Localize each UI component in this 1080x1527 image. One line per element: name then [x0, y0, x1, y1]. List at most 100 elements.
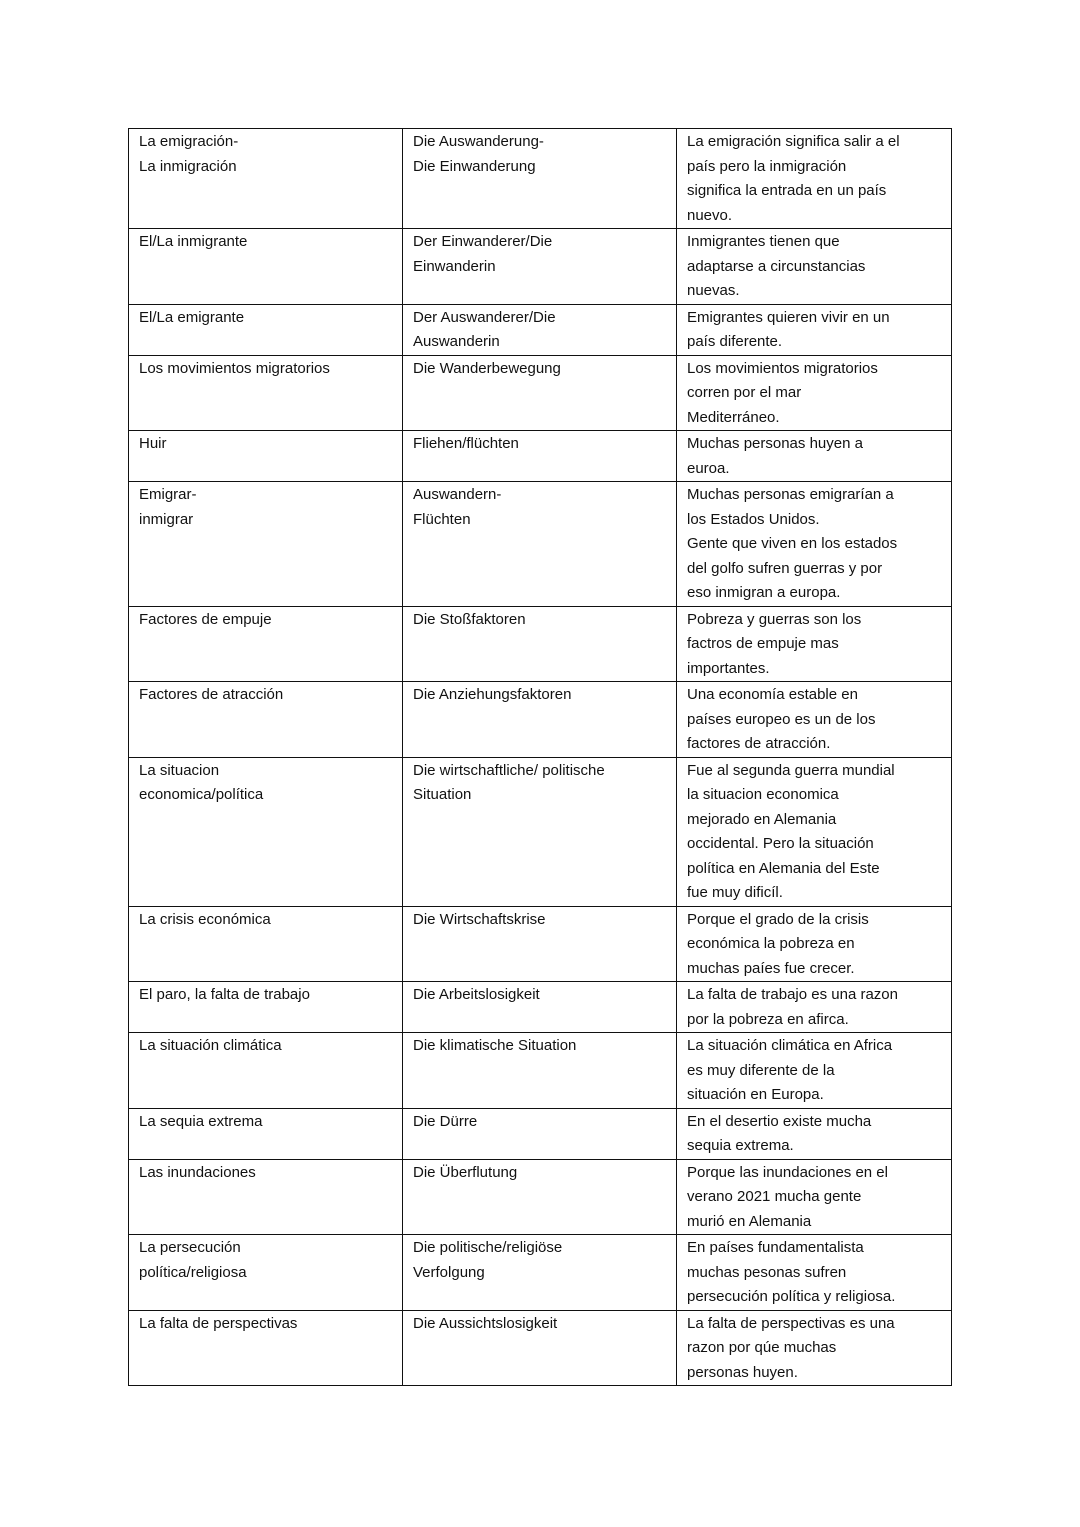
table-row: Factores de empuje Die Stoßfaktoren Pobrez… — [128, 605, 952, 682]
cell-text-line: La emigración- — [139, 133, 239, 150]
cell-text-line: Die klimatische Situation — [413, 1037, 577, 1054]
cell-text-line: sequia extrema. — [687, 1137, 794, 1154]
table-row: Las inundaciones Die Überflutung Porque la… — [128, 1158, 952, 1235]
cell-text-line: país pero la inmigración — [687, 157, 847, 175]
german-term-cell: Die Aussichtslosigkeit — [402, 1309, 677, 1386]
cell-text-line: política en Alemania del Este — [687, 859, 880, 877]
example-sentence-cell: La falta de perspectivas es una razon por… — [676, 1309, 952, 1386]
cell-text-line: La crisis económica — [139, 910, 271, 928]
cell-text-line: razon por qúe muchas — [687, 1339, 837, 1356]
table-row: La crisis económica Die Wirtschaftskrise P… — [128, 905, 952, 982]
german-term-cell: Fliehen/flüchten — [402, 430, 677, 482]
cell-text-line: mejorado en Alemania — [687, 810, 837, 828]
cell-text-line: por la pobreza en afirca. — [687, 1010, 849, 1028]
table-row: El/La emigrante Der Auswanderer/Die Auswan… — [128, 303, 952, 356]
german-term-cell: Die Wanderbewegung — [402, 354, 677, 431]
german-term-cell: Der Auswanderer/Die Auswanderin — [402, 303, 677, 356]
cell-text-line: Situation — [413, 786, 472, 803]
spanish-term-cell: Huir — [128, 430, 403, 482]
spanish-term-cell: Factores de empuje — [128, 605, 403, 682]
german-term-cell: Die wirtschaftliche/ politische Situation — [402, 756, 677, 907]
cell-text-line: la situacion economica — [687, 786, 839, 803]
german-term-cell: Der Einwanderer/Die Einwanderin — [402, 228, 677, 305]
cell-text-line: persecución política y religiosa. — [687, 1288, 896, 1305]
example-sentence-cell: Porque las inundaciones en el verano 2021… — [676, 1158, 952, 1235]
cell-text-line: La emigración significa salir a el — [687, 133, 900, 150]
table-row: La persecución política/religiosa Die poli… — [128, 1234, 952, 1311]
spanish-term-cell: El/La emigrante — [128, 303, 403, 356]
cell-text-line: Muchas personas huyen a — [687, 435, 863, 452]
german-term-cell: Die Wirtschaftskrise — [402, 905, 677, 982]
cell-text-line: euroa. — [687, 459, 730, 477]
example-sentence-cell: Muchas personas huyen a euroa. — [676, 430, 952, 482]
vocabulary-table-body: La emigración- La inmigración Die Auswande… — [128, 128, 952, 1386]
cell-text-line: La inmigración — [139, 157, 237, 175]
cell-text-line: muchas pesonas sufren — [687, 1263, 847, 1281]
cell-text-line: es muy diferente de la — [687, 1061, 835, 1079]
german-term-cell: Auswandern- Flüchten — [402, 481, 677, 607]
german-term-cell: Die Anziehungsfaktoren — [402, 681, 677, 758]
cell-text-line: Die Wirtschaftskrise — [413, 910, 546, 928]
cell-text-line: economica/política — [139, 786, 264, 803]
cell-text-line: del golfo sufren guerras y por — [687, 559, 883, 577]
cell-text-line: Die Aussichtslosigkeit — [413, 1314, 558, 1332]
example-sentence-cell: Porque el grado de la crisis económica la… — [676, 905, 952, 982]
cell-text-line: La situación climática — [139, 1037, 282, 1054]
table-row: Factores de atracción Die Anziehungsfakto… — [128, 681, 952, 758]
cell-text-line: Inmigrantes tienen que — [687, 233, 840, 250]
spanish-term-cell: Factores de atracción — [128, 681, 403, 758]
cell-text-line: Gente que viven en los estados — [687, 535, 898, 552]
cell-text-line: significa la entrada en un país — [687, 182, 887, 199]
cell-text-line: personas huyen. — [687, 1363, 798, 1381]
cell-text-line: Huir — [139, 435, 167, 452]
cell-text-line: Die Arbeitslosigkeit — [413, 986, 540, 1003]
cell-text-line: La situacion — [139, 761, 220, 779]
cell-text-line: La sequia extrema — [139, 1112, 263, 1130]
example-sentence-cell: En países fundamentalista muchas pesonas … — [676, 1234, 952, 1311]
cell-text-line: país diferente. — [687, 333, 783, 350]
spanish-term-cell: Emigrar-inmigrar — [128, 481, 403, 607]
cell-text-line: Los movimientos migratorios — [139, 359, 330, 377]
cell-text-line: nuevo. — [687, 206, 733, 224]
example-sentence-cell: La falta de trabajo es una razon por la p… — [676, 981, 952, 1033]
cell-text-line: murió en Alemania — [687, 1212, 812, 1230]
german-term-cell: Die Auswanderung- Die Einwanderung — [402, 128, 677, 229]
example-sentence-cell: La situación climática en Africa es muy d… — [676, 1032, 952, 1109]
cell-text-line: Las inundaciones — [139, 1163, 256, 1181]
cell-text-line: La situación climática en Africa — [687, 1037, 893, 1054]
spanish-term-cell: La situación climática — [128, 1032, 403, 1109]
cell-text-line: corren por el mar — [687, 384, 802, 401]
example-sentence-cell: Fue al segunda guerra mundial la situacio… — [676, 756, 952, 907]
cell-text-line: Fue al segunda guerra mundial — [687, 761, 895, 779]
german-term-cell: Die Stoßfaktoren — [402, 605, 677, 682]
table-row: La emigración- La inmigración Die Auswande… — [128, 128, 952, 229]
cell-text-line: Der Einwanderer/Die — [413, 233, 553, 250]
spanish-term-cell: La situacion economica/política — [128, 756, 403, 907]
cell-text-line: verano 2021 mucha gente — [687, 1188, 862, 1205]
cell-text-line: política/religiosa — [139, 1263, 247, 1281]
spanish-term-cell: La persecución política/religiosa — [128, 1234, 403, 1311]
example-sentence-cell: Los movimientos migratorios corren por el… — [676, 354, 952, 431]
cell-text-line: factros de empuje mas — [687, 635, 839, 652]
cell-text-line: La falta de perspectivas — [139, 1314, 298, 1332]
spanish-term-cell: La crisis económica — [128, 905, 403, 982]
table-row: Los movimientos migratorios Die Wanderbew… — [128, 354, 952, 431]
cell-text-line: Factores de atracción — [139, 686, 284, 703]
spanish-term-cell: La emigración- La inmigración — [128, 128, 403, 229]
example-sentence-cell: Emigrantes quieren vivir en un país difer… — [676, 303, 952, 356]
table-row: La situacion economica/política Die wirtsc… — [128, 756, 952, 907]
spanish-term-cell: La falta de perspectivas — [128, 1309, 403, 1386]
cell-text-line: los Estados Unidos. — [687, 510, 820, 528]
table-row: Huir Fliehen/flüchten Muchas personas huye… — [128, 430, 952, 482]
vocabulary-table: La emigración- La inmigración Die Auswande… — [128, 128, 952, 1386]
example-sentence-cell: Muchas personas emigrarían a los Estados … — [676, 481, 952, 607]
cell-text-line: inmigrar — [139, 510, 194, 528]
cell-text-line: importantes. — [687, 659, 770, 677]
cell-text-line: Porque el grado de la crisis — [687, 910, 869, 928]
table-row: El/La inmigrante Der Einwanderer/Die Einwa… — [128, 228, 952, 305]
cell-text-line: Los movimientos migratorios — [687, 359, 878, 377]
cell-text-line: Die Stoßfaktoren — [413, 610, 526, 628]
table-row: La falta de perspectivas Die Aussichtslos… — [128, 1309, 952, 1386]
spanish-term-cell: La sequia extrema — [128, 1107, 403, 1160]
cell-text-line: Factores de empuje — [139, 610, 272, 628]
